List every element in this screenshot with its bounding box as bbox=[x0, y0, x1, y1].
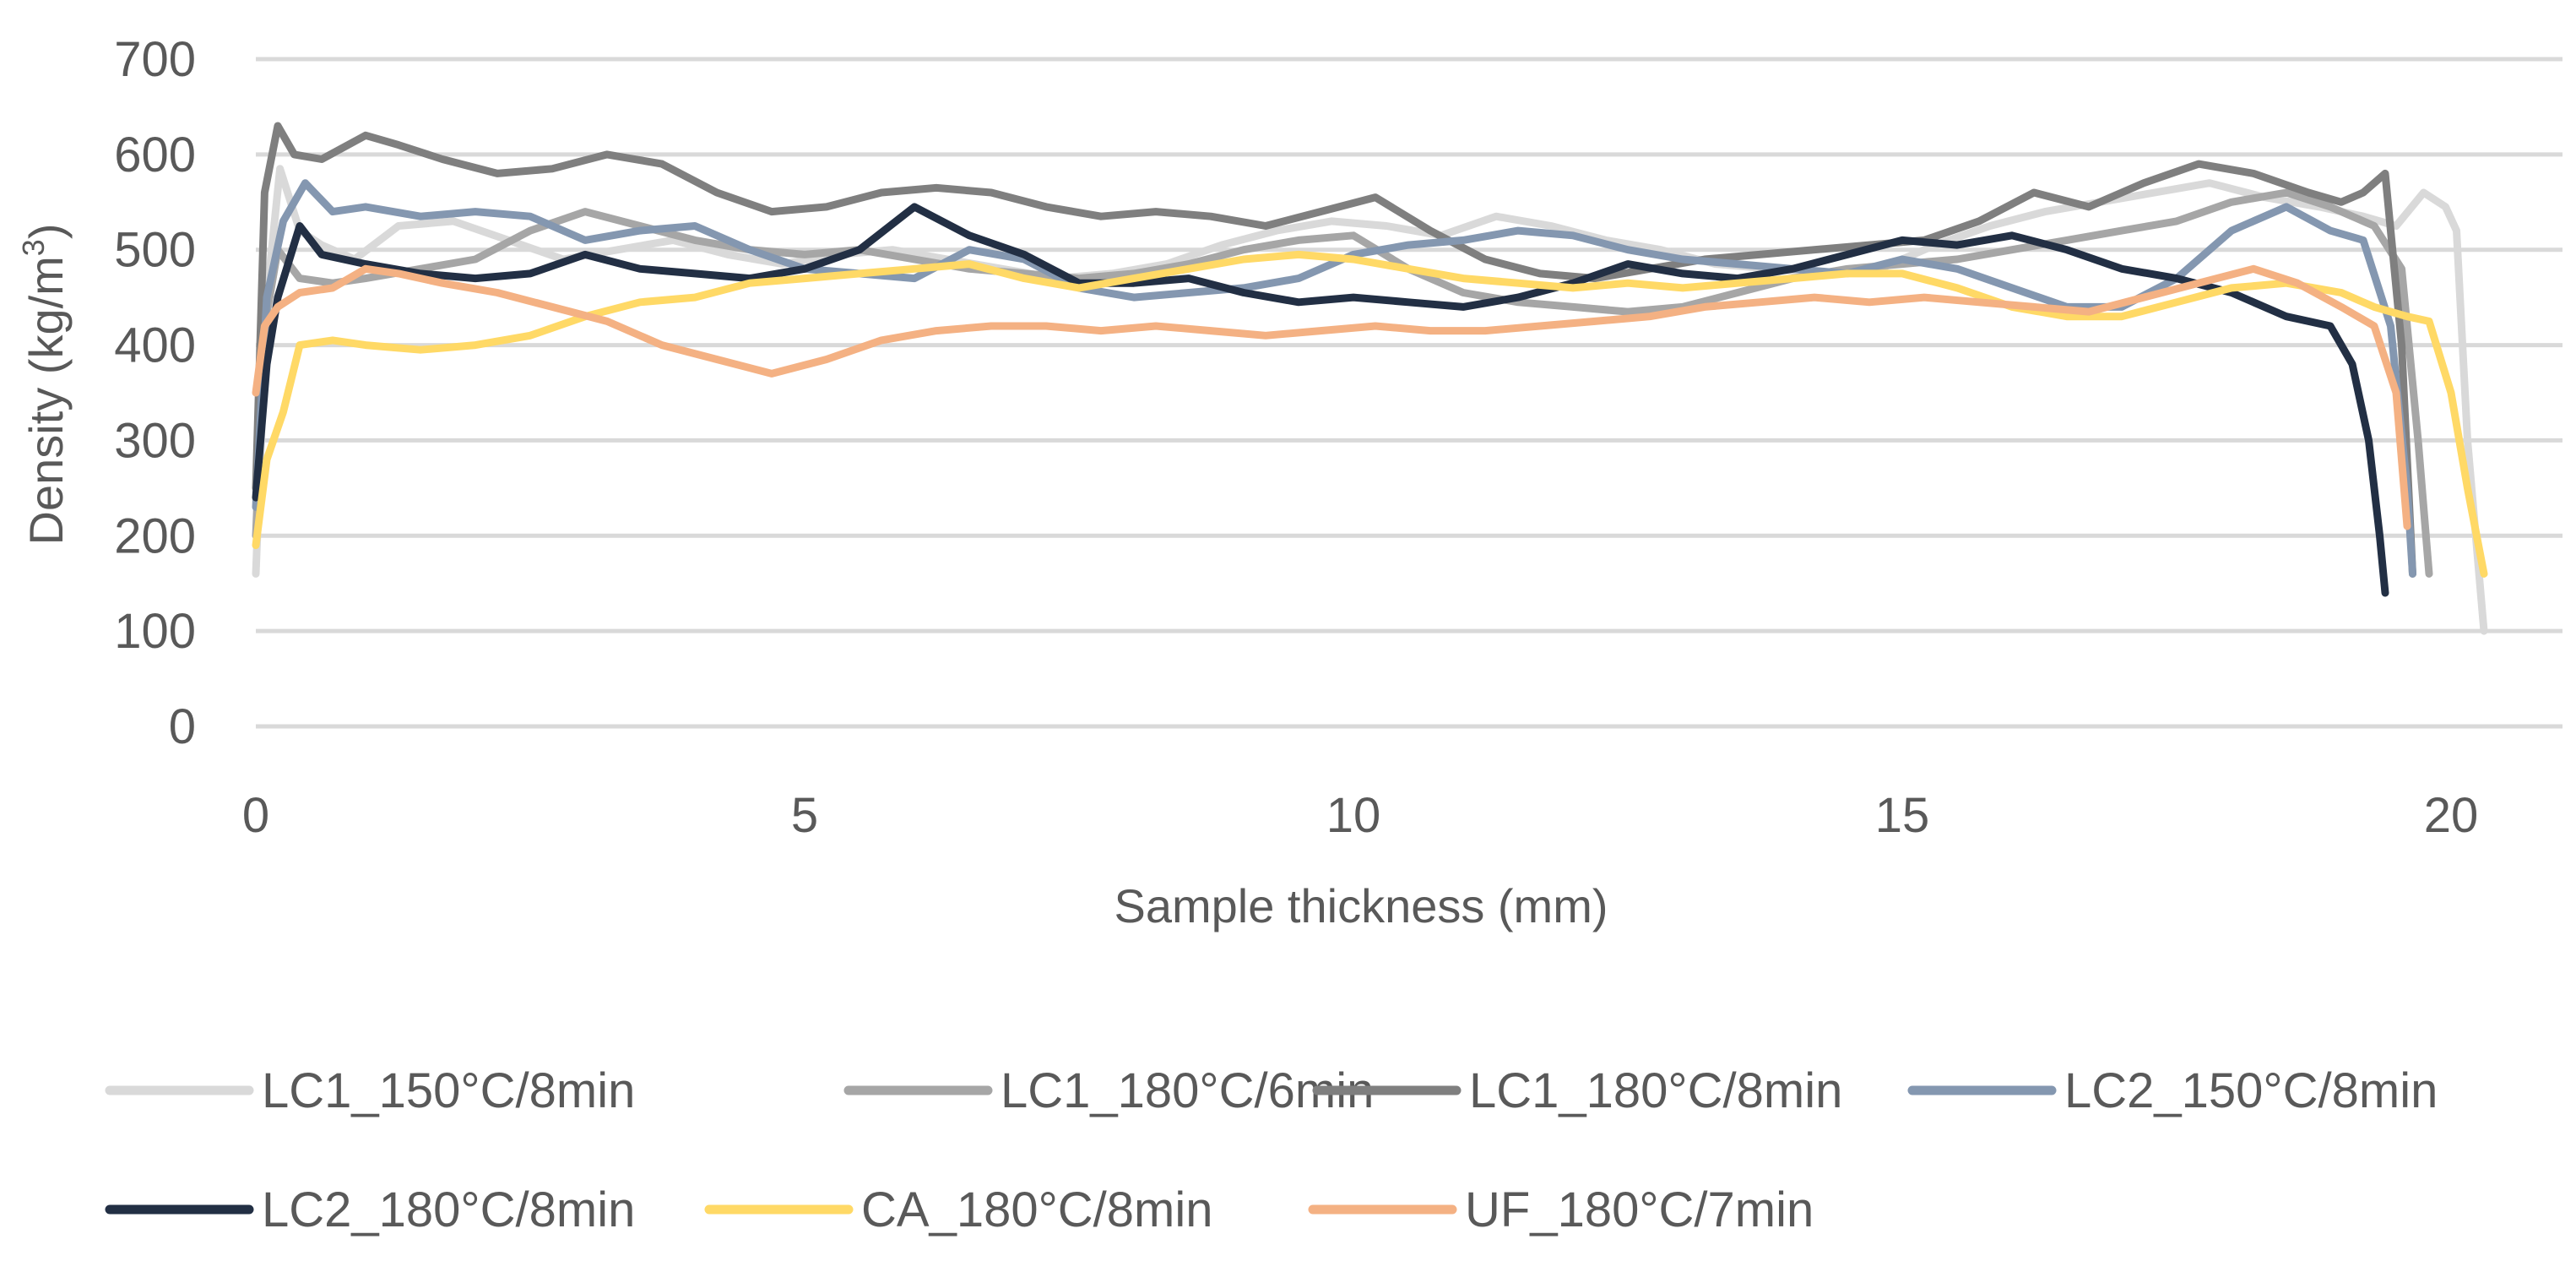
y-tick-label: 400 bbox=[114, 318, 196, 373]
x-axis-tick-labels: 0 5 10 15 20 bbox=[242, 788, 2478, 843]
x-tick-label: 10 bbox=[1326, 788, 1381, 843]
legend-label: UF_180°C/7min bbox=[1465, 1182, 1814, 1237]
legend-label: LC1_180°C/8min bbox=[1469, 1063, 1842, 1118]
y-tick-label: 0 bbox=[169, 699, 196, 754]
series-line-2 bbox=[252, 122, 2416, 578]
x-tick-label: 5 bbox=[791, 788, 818, 843]
y-tick-label: 100 bbox=[114, 604, 196, 659]
y-tick-label: 700 bbox=[114, 32, 196, 87]
legend-label: LC2_150°C/8min bbox=[2064, 1063, 2438, 1118]
plot-series bbox=[252, 122, 2488, 635]
gridlines bbox=[256, 57, 2562, 729]
y-tick-label: 500 bbox=[114, 223, 196, 278]
y-axis-tick-labels: 0 100 200 300 400 500 600 700 bbox=[114, 32, 196, 754]
legend-label: CA_180°C/8min bbox=[861, 1182, 1213, 1237]
y-tick-label: 200 bbox=[114, 508, 196, 563]
series-line-3 bbox=[252, 179, 2416, 578]
y-axis-title: Density (kg/m3) bbox=[16, 224, 73, 546]
series-line-5 bbox=[252, 250, 2488, 578]
legend-label: LC2_180°C/8min bbox=[262, 1182, 635, 1237]
series-line-6 bbox=[252, 264, 2411, 530]
legend-label: LC1_150°C/8min bbox=[262, 1063, 635, 1118]
x-axis-title: Sample thickness (mm) bbox=[1114, 879, 1608, 932]
x-tick-label: 15 bbox=[1875, 788, 1930, 843]
y-tick-label: 300 bbox=[114, 413, 196, 468]
x-tick-label: 20 bbox=[2424, 788, 2479, 843]
y-tick-label: 600 bbox=[114, 128, 196, 182]
x-tick-label: 0 bbox=[242, 788, 269, 843]
series-line-4 bbox=[252, 203, 2389, 597]
legend-label: LC1_180°C/6min bbox=[1001, 1063, 1374, 1118]
legend: LC1_150°C/8min LC1_180°C/6min LC1_180°C/8m… bbox=[105, 1063, 2438, 1237]
series-line-1 bbox=[252, 188, 2433, 578]
